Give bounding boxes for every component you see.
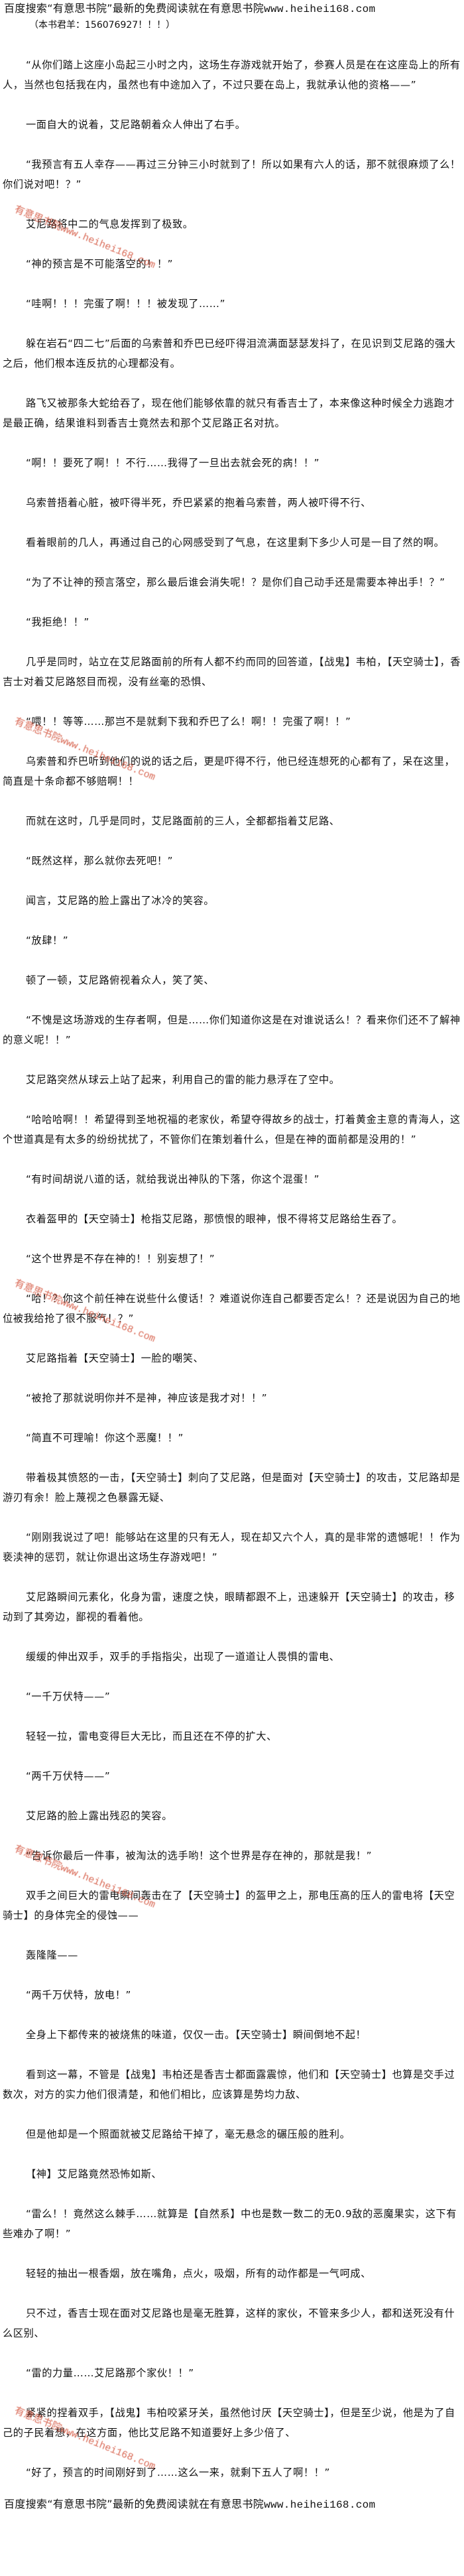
paragraph: 路飞又被那条大蛇给吞了，现在他们能够依靠的就只有香吉士了，本来像这种时候全力逃跑…: [3, 397, 455, 429]
paragraph: 艾尼路突然从球云上站了起来，利用自己的雷的能力悬浮在了空中。: [25, 1074, 340, 1086]
paragraph: 轰隆隆——: [25, 1949, 78, 1961]
paragraph: “放肆！”: [25, 934, 69, 946]
paragraph: “两千万伏特，放电！”: [25, 1989, 131, 2001]
paragraph: “这个世界是不存在神的！！别妄想了！”: [25, 1253, 215, 1265]
paragraph: “刚刚我说过了吧！能够站在这里的只有无人，现在却又六个人，真的是非常的遗憾呢！！…: [3, 1531, 461, 1563]
paragraph: 顿了一顿，艾尼路俯视着众人，笑了笑、: [25, 974, 215, 986]
paragraph: 艾尼路将中二的气息发挥到了极致。: [25, 218, 194, 230]
paragraph: “简直不可理喻！你这个恶魔！！”: [25, 1432, 184, 1444]
paragraph: 看着眼前的几人，再通过自己的心网感受到了气息，在这里剩下多少人可是一目了然的啊。: [25, 537, 445, 548]
footer-banner: 百度搜索“有意思书院”最新的免费阅读就在有意思书院www.heihei168.c…: [0, 2496, 464, 2514]
paragraph: “告诉你最后一件事，被淘汰的选手哟！这个世界是存在神的，那就是我！”: [25, 1850, 373, 1862]
paragraph: 乌索普和乔巴听到他们的说的话之后，更是吓得不行，他已经连想死的心都有了，呆在这里…: [3, 755, 455, 787]
banner-url[interactable]: www.heihei168.com: [264, 3, 376, 15]
paragraph: 闻言，艾尼路的脸上露出了冰冷的笑容。: [25, 895, 215, 907]
paragraph: 双手之间巨大的雷电瞬间轰击在了【天空骑士】的盔甲之上，那电压高的压人的雷电将【天…: [3, 1890, 455, 1921]
paragraph: 一面自大的说着，艾尼路朝着众人伸出了右手。: [25, 119, 246, 131]
paragraph: 轻轻的抽出一根香烟，放在嘴角，点火，吸烟，所有的动作都是一气呵成、: [25, 2268, 371, 2280]
banner-text: 百度搜索“有意思书院”最新的免费阅读就在有意思书院: [4, 2, 264, 15]
paragraph: “哈哈哈啊！！希望得到圣地祝福的老家伙，希望夺得故乡的战士，打着黄金主意的青海人…: [3, 1114, 461, 1145]
paragraph: “喂！！等等……那岂不是就剩下我和乔巴了么！啊！！完蛋了啊！！”: [25, 716, 351, 728]
paragraph: 艾尼路的脸上露出残忍的笑容。: [25, 1810, 172, 1822]
paragraph: “既然这样，那么就你去死吧！”: [25, 855, 174, 867]
paragraph: 缓缓的伸出双手，双手的手指指尖，出现了一道道让人畏惧的雷电、: [25, 1651, 340, 1663]
paragraph: 全身上下都传来的被烧焦的味道，仅仅一击。【天空骑士】瞬间倒地不起！: [25, 2029, 367, 2041]
paragraph: 但是他却是一个照面就被艾尼路给干掉了，毫无悬念的碾压般的胜利。: [25, 2128, 351, 2140]
paragraph: “雷么！！竟然这么棘手……就算是【自然系】中也是数一数二的无0.9敌的恶魔果实，…: [3, 2208, 457, 2240]
paragraph: “哈！？你这个前任神在说些什么傻话！？难道说你连自己都要否定么！？还是说因为自己…: [3, 1293, 461, 1324]
qq-group-note: （本书君羊：156076927！！！）: [29, 20, 176, 31]
paragraph: “我拒绝！！”: [25, 616, 89, 628]
paragraph: “一千万伏特——”: [25, 1691, 111, 1703]
chapter-text: “从你们踏上这座小岛起三小时之内，这场生存游戏就开始了，参赛人员是在在这座岛上的…: [0, 55, 464, 2482]
paragraph: “啊！！要死了啊！！不行……我得了一旦出去就会死的病！！”: [25, 457, 320, 469]
paragraph: 躲在岩石“四二七”后面的乌索普和乔巴已经吓得泪流满面瑟瑟发抖了，在见识到艾尼路的…: [3, 338, 456, 369]
paragraph: “哇啊！！！完蛋了啊！！！被发现了……”: [25, 298, 226, 310]
banner-text: 百度搜索“有意思书院”最新的免费阅读就在有意思书院: [4, 2498, 264, 2510]
paragraph: “不愧是这场游戏的生存者啊，但是……你们知道你这是在对谁说话么！？看来你们还不了…: [3, 1014, 461, 1046]
header-banner: 百度搜索“有意思书院”最新的免费阅读就在有意思书院www.heihei168.c…: [0, 0, 464, 18]
paragraph: 紧紧的捏着双手，【战鬼】韦柏咬紧牙关，虽然他讨厌【天空骑士】，但是至少说，他是为…: [3, 2407, 455, 2439]
paragraph: 只不过，香吉士现在面对艾尼路也是毫无胜算，这样的家伙，不管来多少人，都和送死没有…: [3, 2307, 455, 2339]
paragraph: 艾尼路指着【天空骑士】一脸的嘲笑、: [25, 1352, 204, 1364]
paragraph: “好了，预言的时间刚好到了……这么一来，就剩下五人了啊！！”: [25, 2467, 330, 2479]
paragraph: “为了不让神的预言落空，那么最后谁会消失呢！？是你们自己动手还是需要本神出手！？…: [25, 576, 445, 588]
paragraph: “我预言有五人幸存——再过三分钟三小时就到了！所以如果有六人的话，那不就很麻烦了…: [3, 159, 461, 190]
paragraph: 【神】艾尼路竟然恐怖如斯、: [25, 2168, 162, 2180]
paragraph: 衣着盔甲的【天空骑士】枪指艾尼路，那愤恨的眼神，恨不得将艾尼路给生吞了。: [25, 1213, 403, 1225]
paragraph: 轻轻一拉，雷电变得巨大无比，而且还在不停的扩大、: [25, 1730, 277, 1742]
paragraph: 艾尼路瞬间元素化，化身为雷，速度之快，眼睛都跟不上，迅速躲开【天空骑士】的攻击，…: [3, 1591, 455, 1623]
banner-url[interactable]: www.heihei168.com: [264, 2499, 376, 2511]
paragraph: “有时间胡说八道的话，就给我说出神队的下落，你这个混蛋！”: [25, 1173, 320, 1185]
paragraph: “雷的力量……艾尼路那个家伙！！”: [25, 2367, 194, 2379]
paragraph: 带着极其愤怒的一击，【天空骑士】刺向了艾尼路，但是面对【天空骑士】的攻击，艾尼路…: [3, 1472, 461, 1504]
paragraph: “两千万伏特——”: [25, 1770, 111, 1782]
paragraph: 而就在这时，几乎是同时，艾尼路面前的三人，全都都指着艾尼路、: [25, 815, 340, 827]
paragraph: “神的预言是不可能落空的！！”: [25, 258, 174, 270]
paragraph: 看到这一幕，不管是【战鬼】韦柏还是香吉士都面露震惊，他们和【天空骑士】也算是交手…: [3, 2069, 455, 2100]
paragraph: 几乎是同时，站立在艾尼路面前的所有人都不约而同的回答道，【战鬼】韦柏，【天空骑士…: [3, 656, 461, 688]
paragraph: 乌索普捂着心脏，被吓得半死，乔巴紧紧的抱着乌索普，两人被吓得不行、: [25, 497, 371, 509]
paragraph: “从你们踏上这座小岛起三小时之内，这场生存游戏就开始了，参赛人员是在在这座岛上的…: [3, 59, 461, 91]
paragraph: “被抢了那就说明你并不是神，神应该是我才对！！”: [25, 1392, 268, 1404]
